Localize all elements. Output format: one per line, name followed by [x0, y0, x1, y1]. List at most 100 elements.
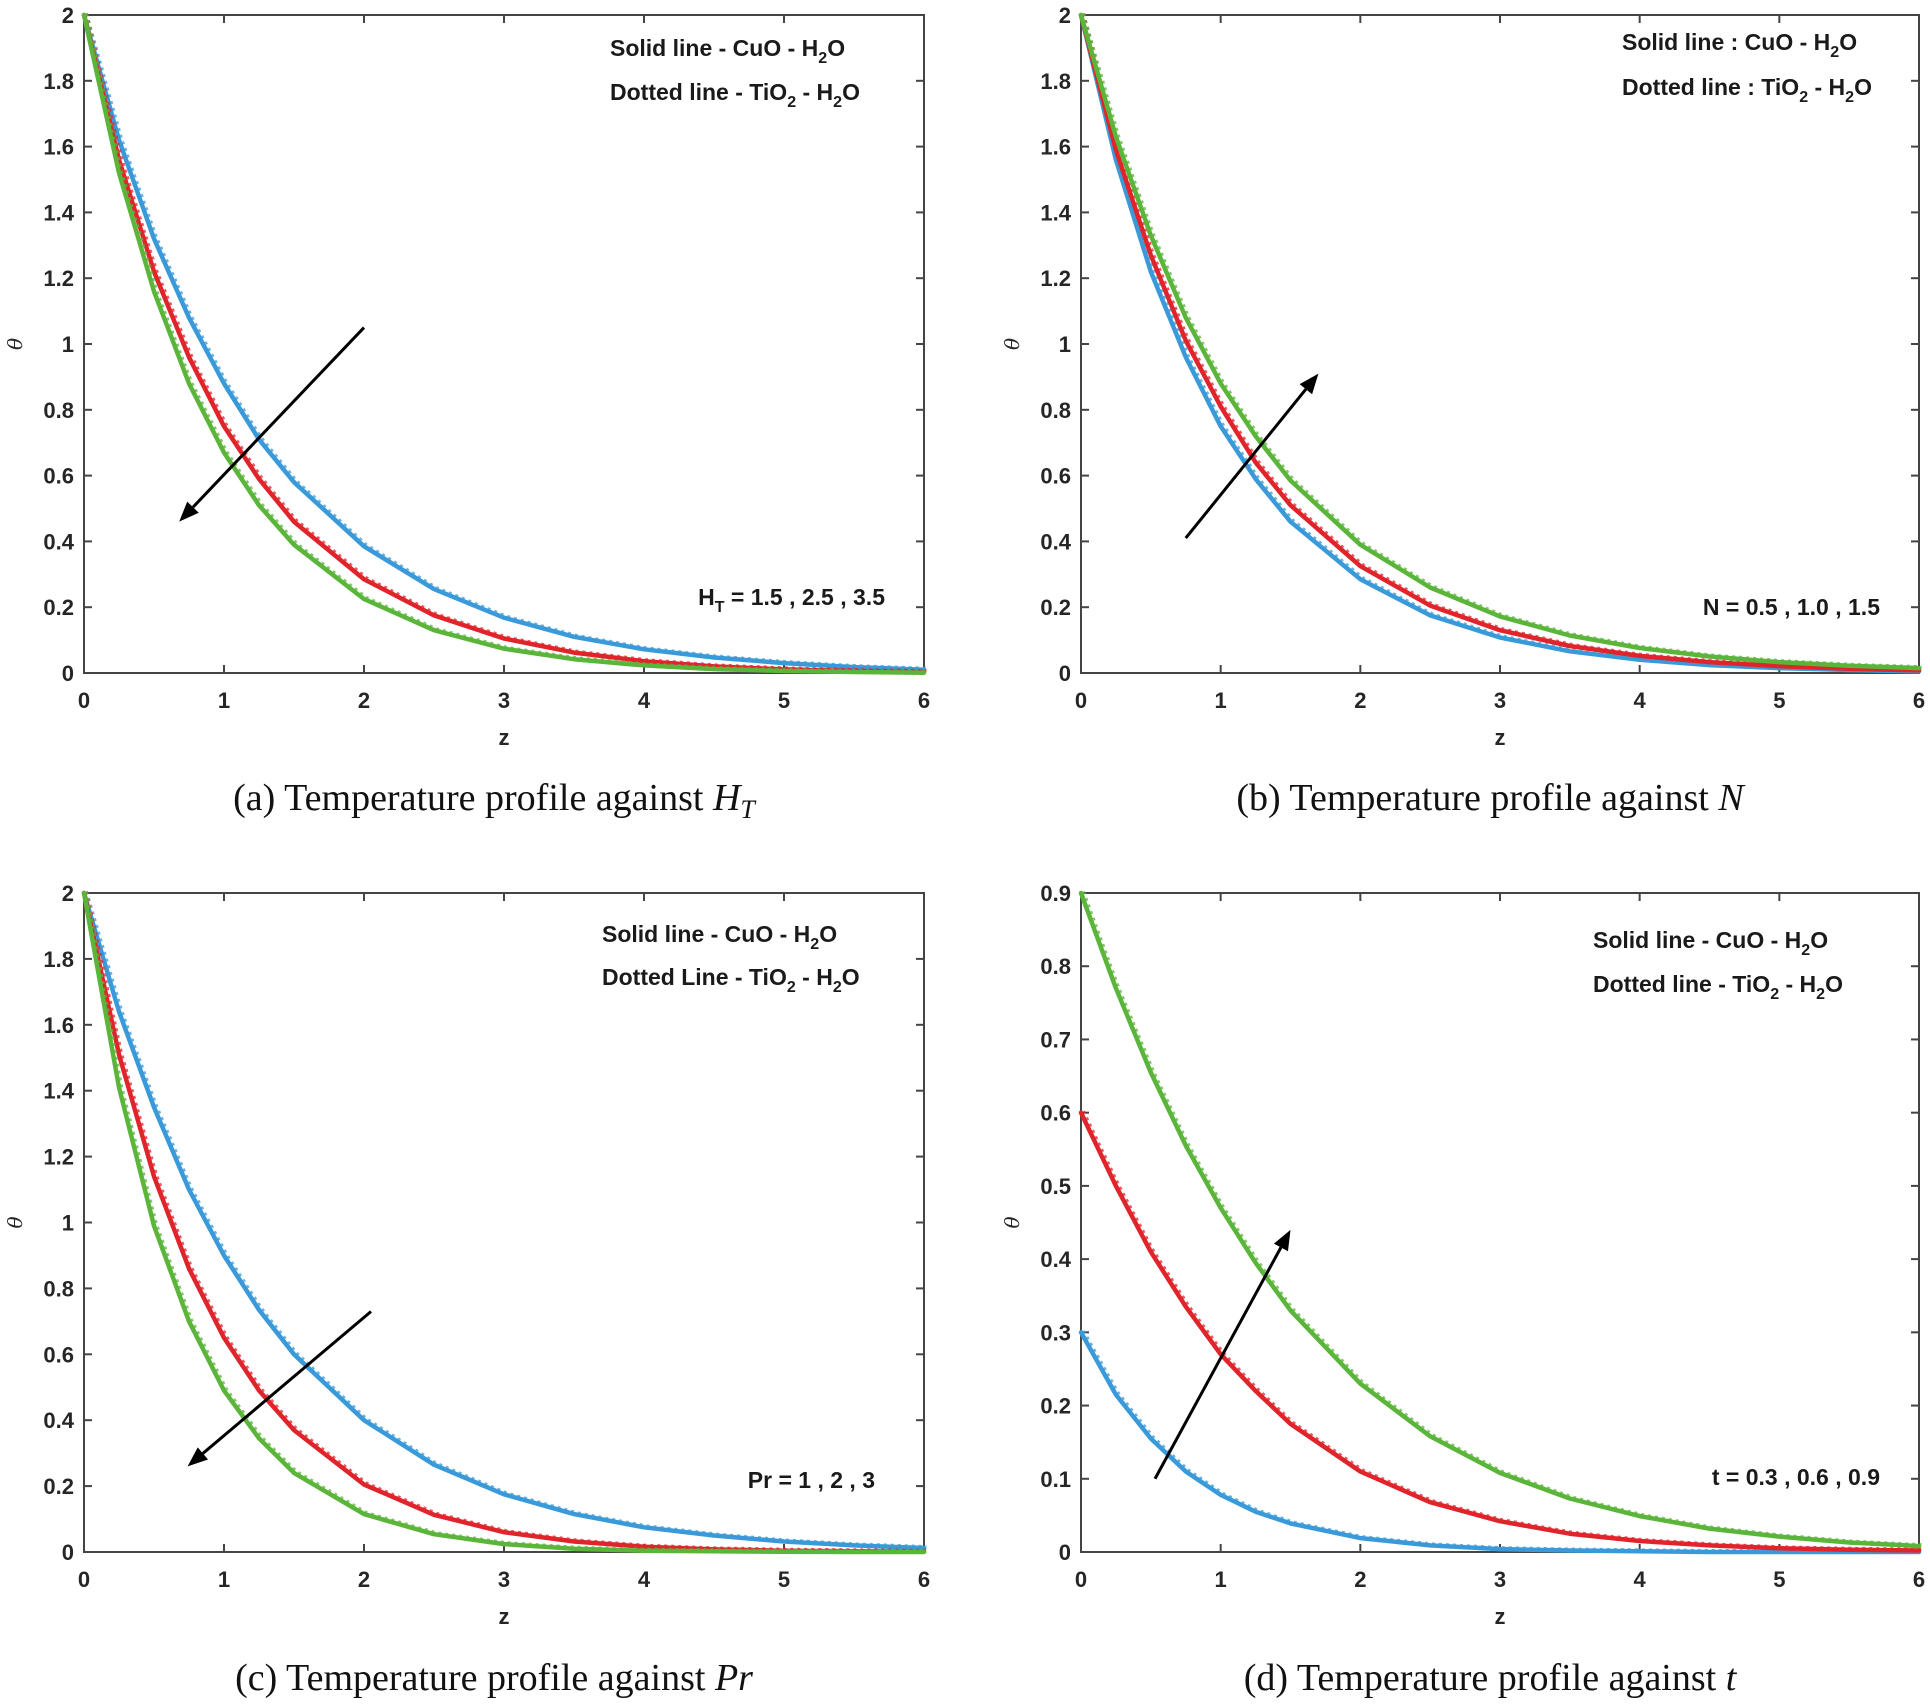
- legend-dotted-line: Dotted Line - TiO2 - H2O: [602, 964, 860, 996]
- plot-frame: [83, 14, 925, 674]
- x-tick-label: 6: [1913, 1567, 1925, 1592]
- y-tick-label: 0.2: [43, 1474, 74, 1499]
- x-tick-label: 4: [1634, 1567, 1647, 1592]
- trend-arrow: [191, 326, 366, 509]
- legend-dotted-line: Dotted line - TiO2 - H2O: [1593, 971, 1843, 1003]
- y-tick-label: 0: [1059, 661, 1071, 686]
- parameter-annotation: Pr = 1 , 2 , 3: [748, 1467, 875, 1493]
- series-dotted-line-1: [1082, 13, 1922, 672]
- y-tick-label: 0.8: [43, 1276, 74, 1301]
- x-tick-label: 4: [638, 1567, 651, 1592]
- legend-dotted-line: Dotted line - TiO2 - H2O: [610, 79, 860, 111]
- legend-solid-line: Solid line - CuO - H2O: [602, 921, 837, 953]
- y-tick-label: 2: [1059, 3, 1071, 28]
- x-tick-label: 5: [1773, 688, 1785, 713]
- panel-b: 0 1 2 3 4 5 6 0 0.2 0.4 0.6 0.8 1 1.2 1.4 1.6 1.8 2 z θ Soli…: [1000, 3, 1925, 819]
- x-tick-label: 4: [638, 688, 651, 713]
- series-line-3: [81, 890, 927, 1555]
- y-tick-label: 1.8: [43, 69, 74, 94]
- y-tick-label: 0: [62, 661, 74, 686]
- x-tick-label: 0: [1075, 1567, 1087, 1592]
- x-tick-label: 1: [1215, 688, 1227, 713]
- series-line-2: [1078, 12, 1922, 673]
- x-tick-label: 2: [358, 1567, 370, 1592]
- series-dotted-line-3: [1082, 13, 1922, 669]
- x-tick-label: 5: [778, 688, 790, 713]
- y-tick-label: 0.4: [1040, 529, 1071, 554]
- series-line-3: [1078, 890, 1922, 1549]
- x-tick-label: 4: [1634, 688, 1647, 713]
- legend-dotted-line: Dotted line : TiO2 - H2O: [1622, 74, 1872, 106]
- x-tick-label: 6: [1913, 688, 1925, 713]
- y-tick-label: 0.4: [43, 1408, 74, 1433]
- trend-arrow-head: [1299, 373, 1319, 395]
- series-dotted-line-3: [85, 891, 927, 1552]
- x-tick-label: 3: [498, 688, 510, 713]
- panel-d: 0 1 2 3 4 5 6 0 0.1 0.2 0.3 0.4 0.5 0.6 0.7 0.8 0.9 z θ Sol…: [1000, 881, 1925, 1699]
- x-tick-label: 1: [1215, 1567, 1227, 1592]
- parameter-annotation: t = 0.3 , 0.6 , 0.9: [1712, 1464, 1880, 1490]
- y-tick-label: 2: [62, 3, 74, 28]
- y-tick-label: 0: [1059, 1540, 1071, 1565]
- series-line-2: [81, 12, 927, 675]
- y-tick-label: 0.2: [1040, 595, 1071, 620]
- series-dotted-line-2: [1082, 13, 1922, 671]
- y-tick-label: 0.3: [1040, 1320, 1071, 1345]
- y-tick-label: 0.6: [1040, 1101, 1071, 1126]
- x-tick-label: 0: [1075, 688, 1087, 713]
- series-line-3: [1078, 12, 1922, 671]
- panel-c: 0 1 2 3 4 5 6 0 0.2 0.4 0.6 0.8 1 1.2 1.4 1.6 1.8 2 z θ Soli…: [3, 881, 930, 1699]
- trend-arrow-head: [1273, 1229, 1291, 1252]
- y-tick-label: 0.5: [1040, 1174, 1071, 1199]
- y-tick-label: 0.1: [1040, 1467, 1071, 1492]
- y-tick-label: 1.8: [43, 947, 74, 972]
- x-tick-label: 2: [1354, 688, 1366, 713]
- plot-frame: [83, 892, 925, 1553]
- legend-solid-line: Solid line : CuO - H2O: [1622, 29, 1857, 61]
- x-axis-title: z: [499, 725, 510, 750]
- x-axis-title: z: [1495, 725, 1506, 750]
- y-tick-label: 1: [62, 332, 74, 357]
- panel-caption: (c) Temperature profile against Pr: [235, 1657, 753, 1699]
- y-tick-label: 1.6: [43, 135, 74, 160]
- trend-arrow: [201, 1310, 372, 1455]
- x-tick-label: 5: [1773, 1567, 1785, 1592]
- series-line-1: [1078, 12, 1922, 674]
- y-tick-label: 0.8: [1040, 398, 1071, 423]
- legend-solid-line: Solid line - CuO - H2O: [1593, 927, 1828, 959]
- series-dotted-line-1: [1082, 1330, 1922, 1552]
- series-dotted-line-1: [85, 891, 927, 1548]
- series-line-1: [81, 890, 927, 1551]
- y-tick-label: 1.6: [1040, 135, 1071, 160]
- parameter-annotation: N = 0.5 , 1.0 , 1.5: [1703, 594, 1880, 620]
- y-tick-label: 1: [62, 1211, 74, 1236]
- panel-caption: (b) Temperature profile against N: [1236, 777, 1746, 819]
- y-tick-label: 1.2: [1040, 266, 1071, 291]
- series-line-2: [81, 890, 927, 1554]
- series-line-3: [81, 12, 927, 675]
- y-tick-label: 1.4: [43, 200, 74, 225]
- y-tick-label: 1.8: [1040, 69, 1071, 94]
- y-tick-label: 1.2: [43, 1145, 74, 1170]
- y-tick-label: 1: [1059, 332, 1071, 357]
- y-axis-title: θ: [3, 1216, 27, 1228]
- x-tick-label: 6: [918, 1567, 930, 1592]
- y-tick-label: 0.8: [1040, 954, 1071, 979]
- panel-caption: (d) Temperature profile against t: [1244, 1657, 1738, 1699]
- y-tick-label: 0.2: [43, 595, 74, 620]
- x-tick-label: 0: [78, 688, 90, 713]
- x-tick-label: 2: [1354, 1567, 1366, 1592]
- y-axis-title: θ: [1000, 338, 1024, 350]
- y-tick-label: 0.9: [1040, 881, 1071, 906]
- trend-arrow: [1184, 388, 1308, 540]
- x-tick-label: 3: [1494, 1567, 1506, 1592]
- y-tick-label: 0.6: [43, 1342, 74, 1367]
- y-tick-label: 0.2: [1040, 1394, 1071, 1419]
- series-dotted-line-3: [85, 13, 927, 673]
- y-axis-title: θ: [3, 338, 27, 350]
- x-axis-title: z: [499, 1604, 510, 1629]
- y-tick-label: 0.4: [1040, 1247, 1071, 1272]
- trend-arrow-head: [187, 1447, 209, 1467]
- y-tick-label: 0.8: [43, 398, 74, 423]
